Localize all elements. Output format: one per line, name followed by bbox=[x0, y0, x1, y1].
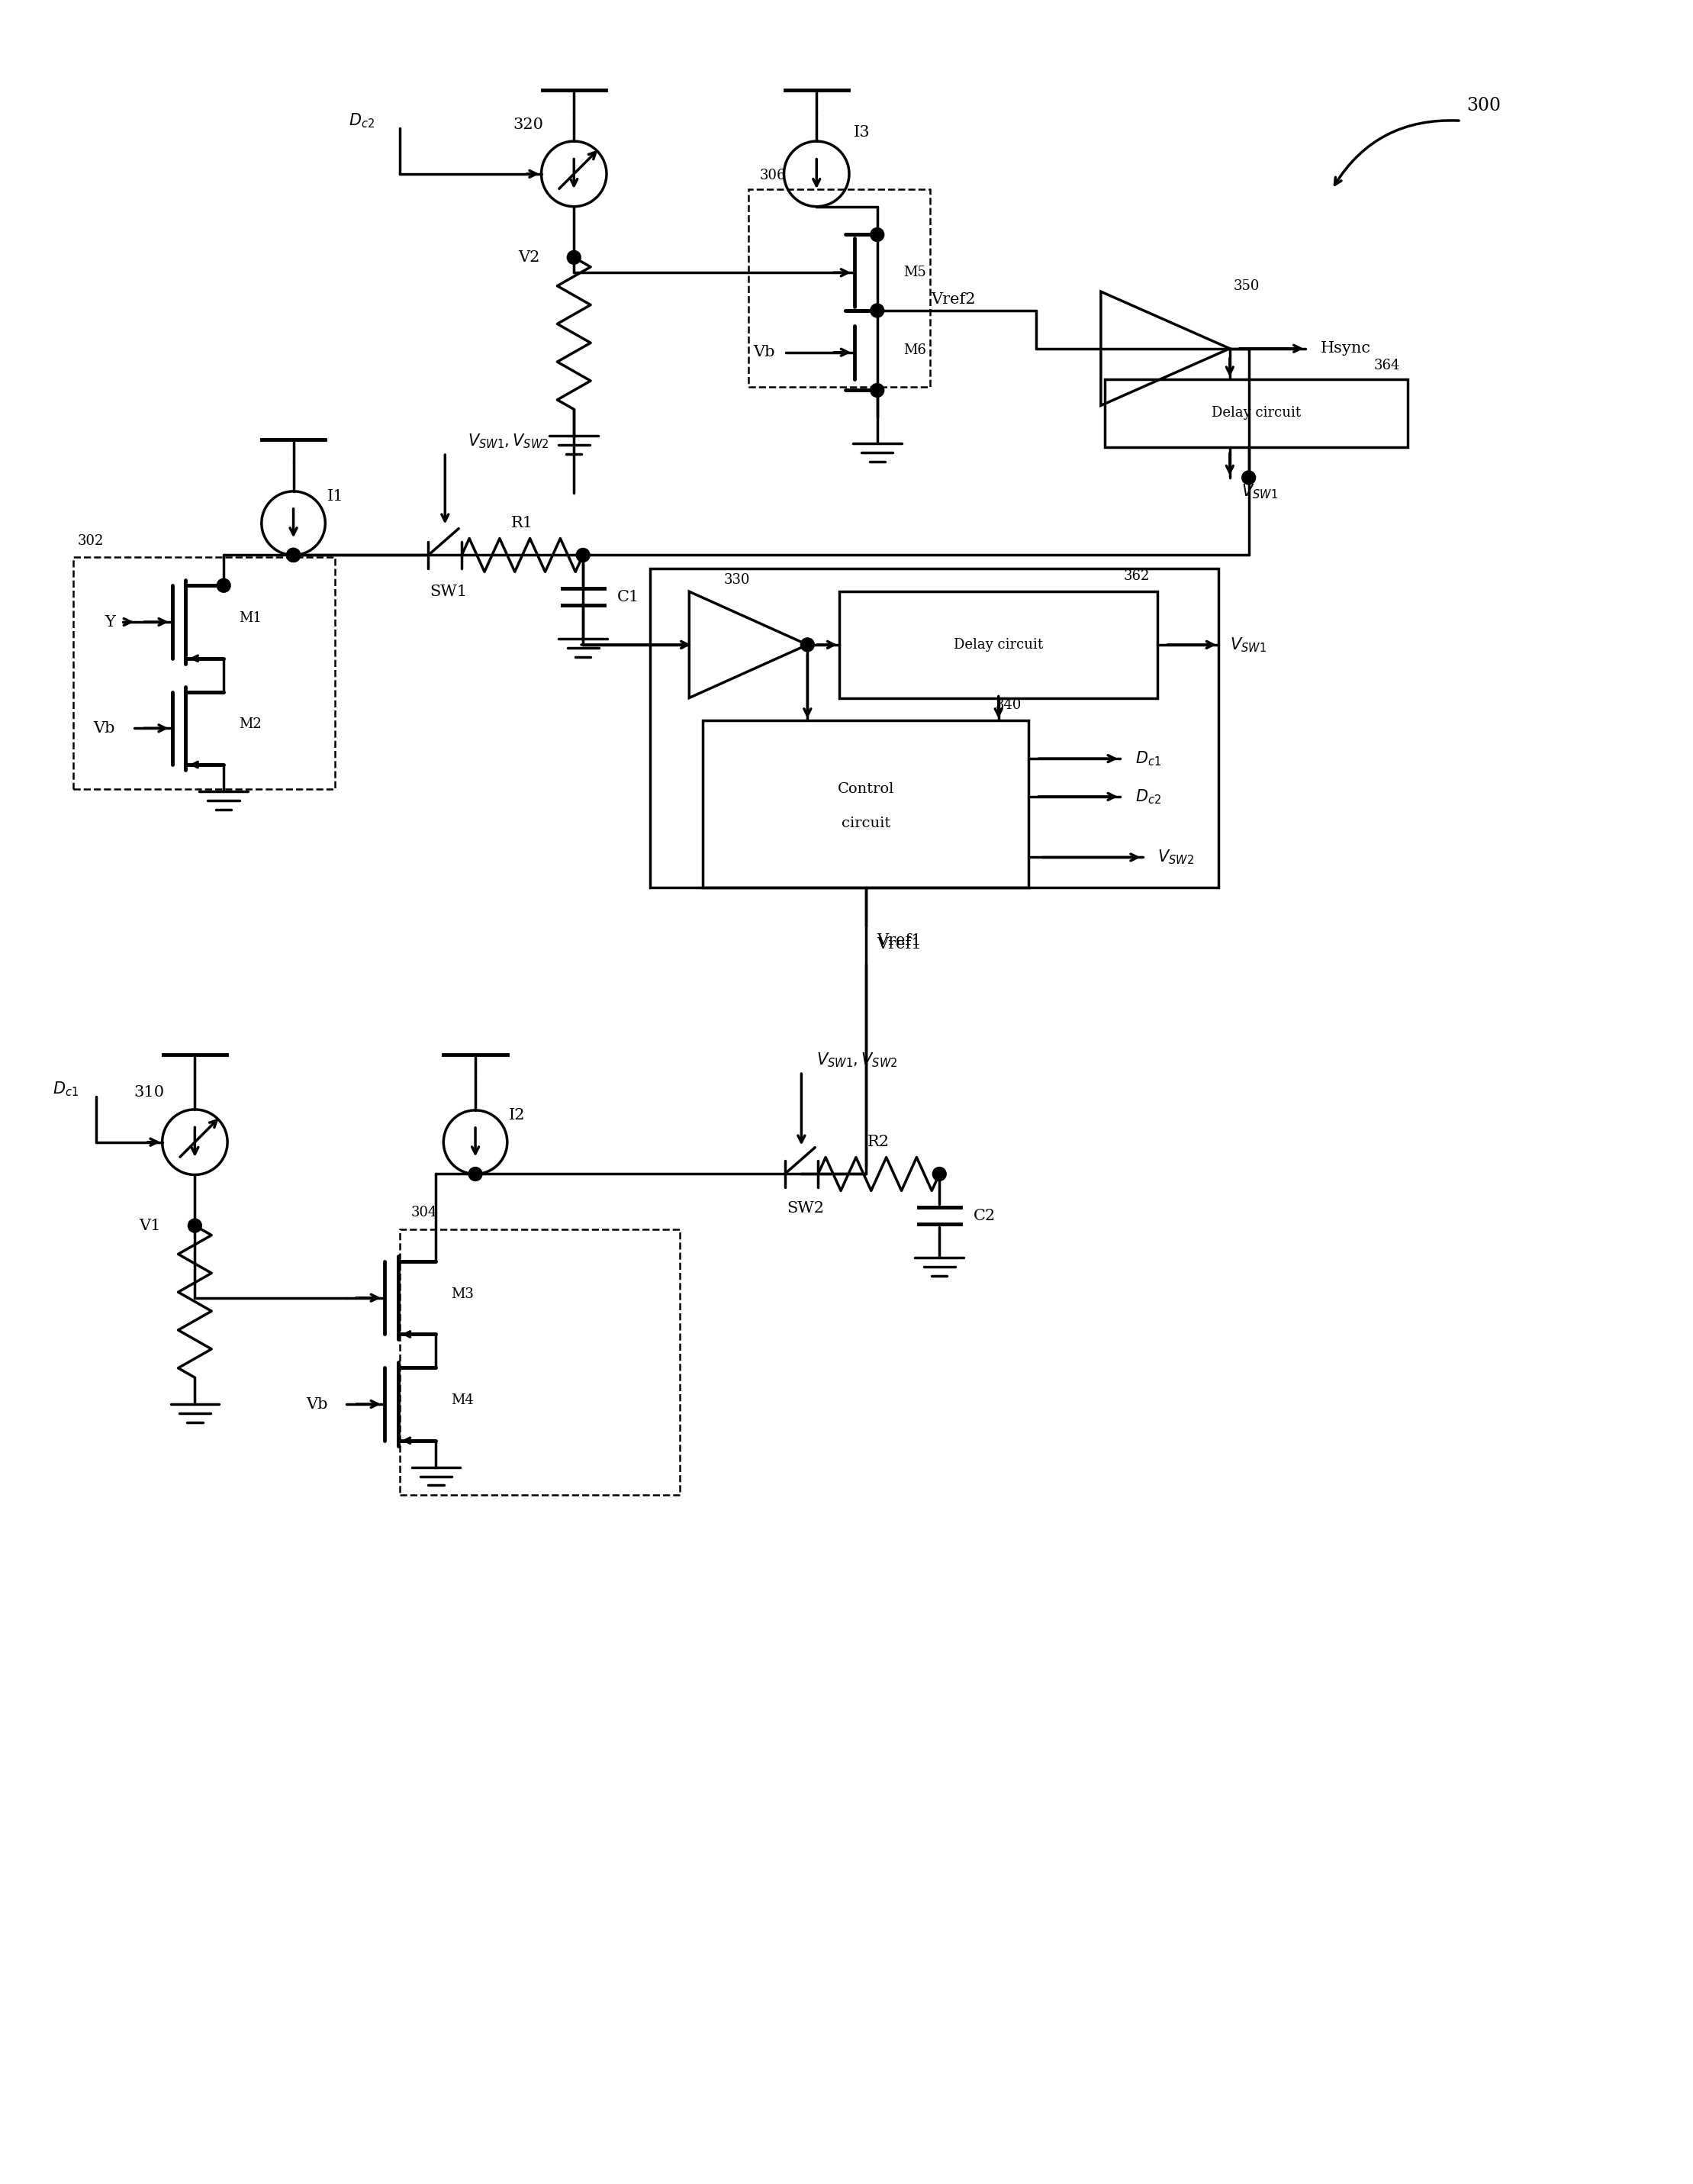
Text: I3: I3 bbox=[853, 124, 870, 140]
Text: 340: 340 bbox=[995, 699, 1021, 712]
Bar bbox=[73, 557, 335, 788]
Text: $V_{SW1},V_{SW2}$: $V_{SW1},V_{SW2}$ bbox=[467, 432, 549, 450]
Circle shape bbox=[567, 251, 581, 264]
Text: Y: Y bbox=[105, 614, 115, 629]
Text: $D_{c1}$: $D_{c1}$ bbox=[1134, 749, 1161, 767]
Circle shape bbox=[286, 548, 300, 561]
Bar bbox=[703, 721, 1029, 887]
Text: 302: 302 bbox=[78, 533, 103, 548]
Text: Control: Control bbox=[838, 782, 894, 795]
Text: R1: R1 bbox=[511, 515, 533, 531]
Bar bbox=[1104, 378, 1409, 448]
Text: 306: 306 bbox=[760, 168, 786, 181]
Text: 362: 362 bbox=[1124, 570, 1150, 583]
Text: R2: R2 bbox=[867, 1136, 891, 1149]
Bar bbox=[650, 568, 1219, 887]
Text: $D_{c2}$: $D_{c2}$ bbox=[349, 111, 374, 129]
Bar bbox=[748, 190, 929, 387]
Text: 310: 310 bbox=[134, 1085, 164, 1101]
Text: $D_{c2}$: $D_{c2}$ bbox=[1134, 788, 1161, 806]
Text: M4: M4 bbox=[450, 1393, 474, 1406]
Text: C2: C2 bbox=[973, 1208, 995, 1223]
Text: 350: 350 bbox=[1234, 280, 1260, 293]
Text: 320: 320 bbox=[513, 118, 543, 131]
Circle shape bbox=[870, 384, 884, 397]
Text: $D_{c1}$: $D_{c1}$ bbox=[52, 1079, 80, 1099]
Text: I1: I1 bbox=[327, 489, 344, 505]
Text: SW2: SW2 bbox=[787, 1201, 824, 1216]
Text: M1: M1 bbox=[239, 612, 262, 625]
Text: 304: 304 bbox=[411, 1206, 437, 1219]
Text: M3: M3 bbox=[450, 1286, 474, 1302]
Circle shape bbox=[286, 548, 300, 561]
Bar bbox=[840, 592, 1158, 699]
Text: 364: 364 bbox=[1375, 358, 1400, 371]
Circle shape bbox=[801, 638, 814, 651]
Circle shape bbox=[469, 1166, 483, 1182]
Text: circuit: circuit bbox=[841, 817, 891, 830]
Text: Delay circuit: Delay circuit bbox=[1212, 406, 1300, 419]
Text: V1: V1 bbox=[139, 1219, 161, 1234]
Circle shape bbox=[576, 548, 589, 561]
Text: V2: V2 bbox=[518, 251, 540, 264]
Text: SW1: SW1 bbox=[430, 585, 467, 598]
Text: Vb: Vb bbox=[93, 721, 115, 736]
Text: Vb: Vb bbox=[306, 1398, 327, 1411]
Text: M2: M2 bbox=[239, 719, 261, 732]
Circle shape bbox=[188, 1219, 201, 1232]
Text: Vref2: Vref2 bbox=[931, 293, 975, 306]
Bar bbox=[400, 1230, 681, 1496]
Circle shape bbox=[870, 227, 884, 242]
Circle shape bbox=[933, 1166, 946, 1182]
Text: $V_{SW1}$: $V_{SW1}$ bbox=[1229, 636, 1266, 653]
Text: I2: I2 bbox=[510, 1107, 525, 1123]
Text: M5: M5 bbox=[904, 266, 926, 280]
Text: Vb: Vb bbox=[753, 345, 775, 360]
Text: Vref1: Vref1 bbox=[877, 937, 923, 952]
Text: Hsync: Hsync bbox=[1321, 341, 1371, 356]
Text: 330: 330 bbox=[725, 572, 750, 587]
Circle shape bbox=[1243, 472, 1256, 485]
Circle shape bbox=[870, 304, 884, 317]
Text: 300: 300 bbox=[1466, 96, 1502, 114]
Text: $V_{SW1}$: $V_{SW1}$ bbox=[1241, 483, 1278, 500]
Circle shape bbox=[217, 579, 230, 592]
Text: $V_{SW1},V_{SW2}$: $V_{SW1},V_{SW2}$ bbox=[816, 1051, 897, 1070]
Circle shape bbox=[286, 548, 300, 561]
Text: Vref1: Vref1 bbox=[877, 933, 923, 948]
Text: M6: M6 bbox=[904, 343, 926, 358]
Text: C1: C1 bbox=[618, 590, 640, 605]
Text: Delay circuit: Delay circuit bbox=[953, 638, 1043, 651]
Text: $V_{SW2}$: $V_{SW2}$ bbox=[1158, 847, 1194, 867]
